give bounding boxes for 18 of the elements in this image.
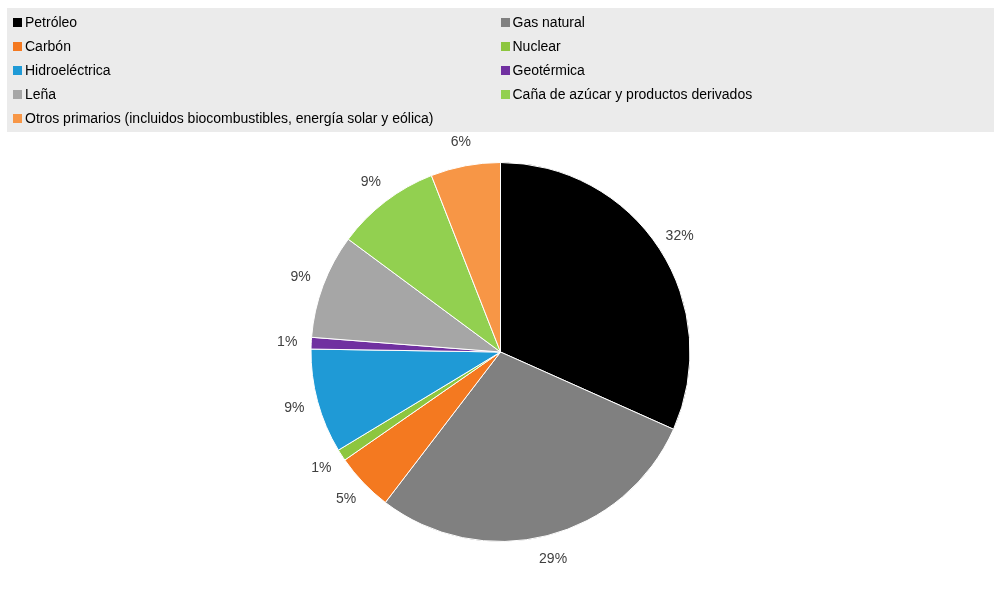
legend-label: Carbón [25,38,71,54]
data-label: 9% [284,398,305,415]
data-label: 1% [311,459,332,476]
legend-label: Caña de azúcar y productos derivados [512,86,753,102]
data-label: 5% [335,490,357,507]
legend-label: Otros primarios (incluidos biocombustibles, energía solar y eólica) [25,110,434,126]
data-label: 9% [290,268,311,285]
legend-label: Nuclear [512,38,561,54]
legend-label: Gas natural [512,14,585,30]
data-label: 9% [360,173,381,190]
legend-label: Petróleo [25,14,78,30]
data-label: 29% [539,549,568,566]
data-label: 1% [277,332,298,349]
data-label: 6% [450,133,471,150]
legend-label: Geotérmica [512,62,585,78]
data-label: 32% [665,226,694,243]
legend-label: Hidroeléctrica [25,62,111,78]
legend-label: Leña [25,86,57,102]
